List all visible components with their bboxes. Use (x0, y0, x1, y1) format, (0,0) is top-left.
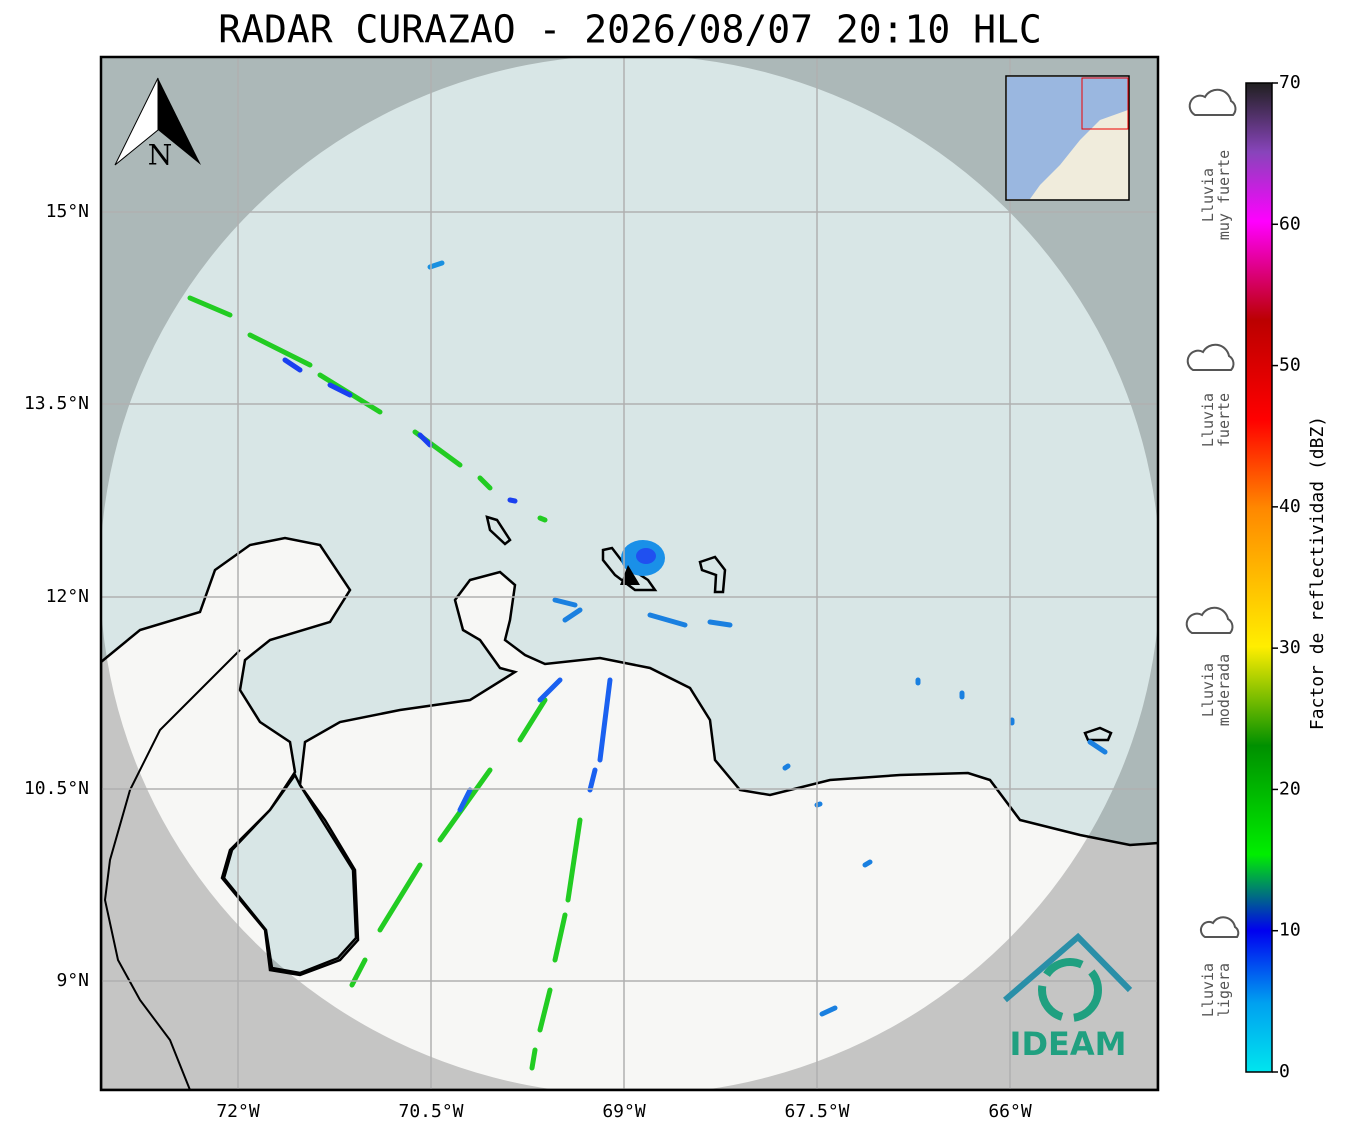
lat-label: 9°N (56, 970, 89, 991)
logo-text: IDEAM (1010, 1025, 1127, 1063)
lon-labels: 72°W 70.5°W 69°W 67.5°W 66°W (216, 1101, 1032, 1122)
intensity-label: Lluvialigera (1199, 963, 1233, 1017)
lat-labels: 15°N 13.5°N 12°N 10.5°N 9°N (24, 201, 89, 991)
aruba (485, 515, 512, 546)
ideam-logo: IDEAM (1003, 932, 1133, 1063)
radar-site (620, 565, 640, 585)
land (101, 536, 1158, 1090)
border (103, 649, 241, 1090)
intensity-labels: Lluviamuy fuerteLluviafuerteLluviamodera… (1199, 150, 1233, 1017)
colorbar-tick-label: 20 (1279, 778, 1301, 799)
lat-label: 13.5°N (24, 393, 89, 414)
colorbar-tick-label: 30 (1279, 637, 1301, 658)
lon-label: 66°W (988, 1101, 1032, 1122)
intensity-line: Lluvia (1199, 393, 1217, 447)
intensity-line: Lluvia (1199, 663, 1217, 717)
colorbar-label: Factor de reflectividad (dBZ) (1307, 416, 1328, 730)
margarita (1083, 726, 1113, 742)
intensity-line: muy fuerte (1215, 150, 1233, 240)
lon-label: 70.5°W (398, 1101, 463, 1122)
intensity-label: Lluviamuy fuerte (1199, 150, 1233, 240)
weather-icons (1185, 88, 1240, 938)
intensity-line: ligera (1215, 963, 1233, 1017)
colorbar-tick-label: 60 (1279, 213, 1301, 234)
colorbar-tick-label: 40 (1279, 496, 1301, 517)
lat-label: 15°N (46, 201, 89, 222)
north-label: N (148, 139, 173, 172)
colorbar-tick-label: 50 (1279, 355, 1301, 376)
lat-label: 10.5°N (24, 778, 89, 799)
intensity-line: fuerte (1215, 393, 1233, 447)
map-frame (99, 55, 1160, 1092)
lon-label: 72°W (216, 1101, 260, 1122)
lat-label: 12°N (46, 586, 89, 607)
lon-label: 67.5°W (784, 1101, 849, 1122)
colorbar-tick-label: 10 (1279, 920, 1301, 941)
colorbar-ticks: 0 10 20 30 40 50 60 70 (1272, 72, 1301, 1082)
bonaire (698, 555, 727, 594)
colorbar (1245, 82, 1273, 1073)
inset-map (1005, 75, 1130, 201)
intensity-label: Lluviamoderada (1199, 654, 1233, 726)
colorbar-tick-label: 0 (1279, 1061, 1290, 1082)
intensity-label: Lluviafuerte (1199, 393, 1233, 447)
intensity-line: Lluvia (1199, 963, 1217, 1017)
colorbar-tick-label: 70 (1279, 72, 1301, 93)
lake-maracaibo (222, 772, 358, 975)
lon-label: 69°W (602, 1101, 646, 1122)
intensity-line: Lluvia (1199, 168, 1217, 222)
title: RADAR CURAZAO - 2026/08/07 20:10 HLC (218, 8, 1042, 52)
north-arrow: N (114, 77, 201, 172)
radar-echoes (187, 260, 1108, 1071)
graticule (101, 57, 1158, 1090)
intensity-line: moderada (1215, 654, 1233, 726)
map: N IDEAM (101, 57, 1158, 1090)
